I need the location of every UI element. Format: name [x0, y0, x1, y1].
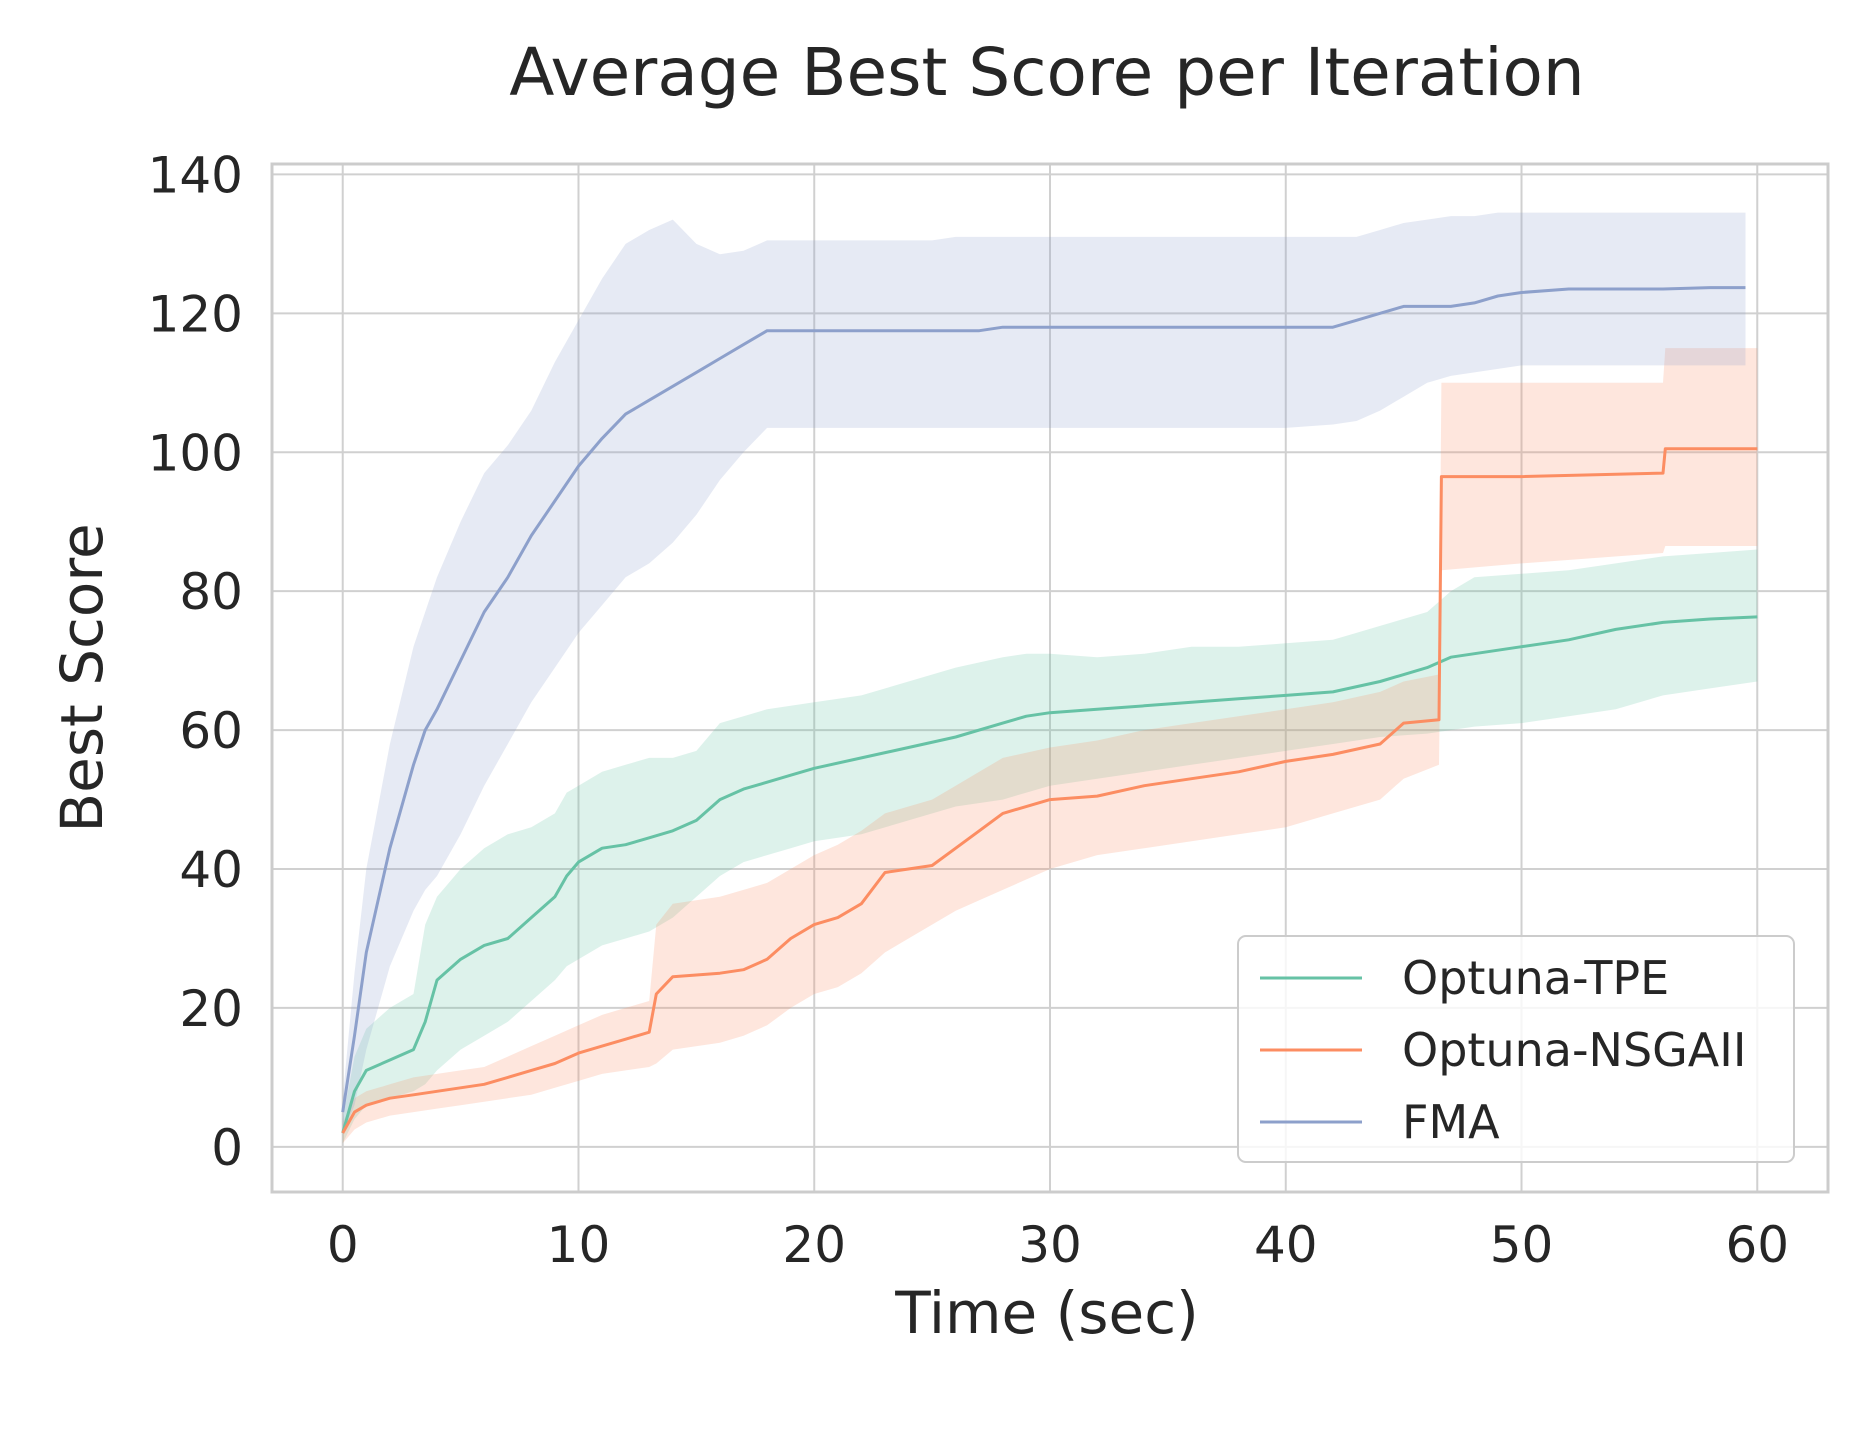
legend-box: [1237, 935, 1795, 1163]
grid: [272, 164, 1828, 1192]
tick-labels: 0 10 20 30 40 50 60 0 20 40 60 80 100 120 140: [148, 146, 1790, 1274]
band-fma: [342, 212, 1746, 1134]
legend-label: Optuna-NSGAII: [1402, 1023, 1746, 1077]
y-axis-label: Best Score: [48, 523, 116, 832]
legend-label: Optuna-TPE: [1402, 951, 1669, 1005]
x-tick-label: 30: [1018, 1216, 1082, 1274]
y-tick-label: 120: [148, 285, 243, 343]
series-lines: [341, 286, 1758, 1134]
plot-frame: [270, 162, 1830, 1194]
x-tick-label: 20: [782, 1216, 846, 1274]
y-tick-label: 60: [179, 702, 243, 760]
legend-item: Optuna-NSGAII: [1260, 1023, 1746, 1077]
x-tick-label: 50: [1490, 1216, 1554, 1274]
line-fma: [341, 286, 1746, 1113]
legend-item: FMA: [1260, 1095, 1500, 1149]
confidence-bands: [342, 212, 1758, 1144]
x-tick-label: 0: [327, 1216, 359, 1274]
legend: Optuna-TPE Optuna-NSGAII FMA: [1237, 935, 1795, 1163]
line-optuna-nsgaii: [341, 447, 1758, 1134]
y-tick-label: 100: [148, 424, 243, 482]
band-optuna-tpe: [342, 549, 1758, 1144]
legend-label: FMA: [1402, 1095, 1500, 1149]
x-tick-label: 10: [547, 1216, 611, 1274]
legend-item: Optuna-TPE: [1260, 951, 1669, 1005]
y-tick-label: 20: [179, 980, 243, 1038]
band-optuna-nsgaii: [342, 348, 1758, 1144]
y-tick-label: 40: [179, 841, 243, 899]
y-tick-label: 80: [179, 563, 243, 621]
x-tick-label: 60: [1725, 1216, 1789, 1274]
x-tick-label: 40: [1254, 1216, 1318, 1274]
y-tick-label: 140: [148, 146, 243, 204]
y-tick-label: 0: [211, 1119, 243, 1177]
chart-title: Average Best Score per Iteration: [509, 34, 1585, 111]
x-axis-label: Time (sec): [894, 1279, 1198, 1347]
